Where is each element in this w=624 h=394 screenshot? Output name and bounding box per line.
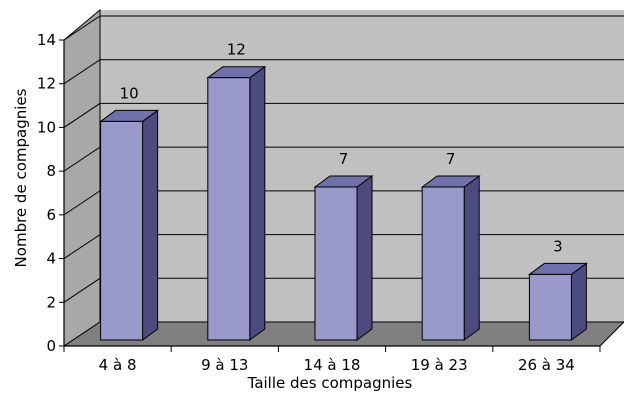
bar-front [100, 120, 144, 341]
y-tick-label: 0 [46, 337, 56, 355]
bar-side [356, 175, 373, 341]
y-tick-label: 12 [37, 75, 56, 93]
bar-value-label: 7 [339, 150, 349, 168]
bar-value-label: 10 [120, 84, 139, 102]
gridline [63, 102, 624, 128]
gridline [63, 15, 624, 41]
bar-value-label: 3 [553, 237, 563, 255]
y-axis-ticks: 0 2 4 6 8 10 12 14 [37, 31, 64, 355]
x-tick-label: 26 à 34 [518, 356, 575, 374]
gridline [63, 146, 624, 172]
y-tick-label: 8 [46, 162, 56, 180]
bar: 10 [99, 84, 160, 341]
gridline [63, 59, 624, 85]
bar-side [570, 262, 587, 341]
bar: 7 [420, 150, 481, 341]
bar-front [421, 186, 465, 341]
bar-side [249, 65, 266, 341]
x-axis-ticks: 4 à 8 9 à 13 14 à 18 19 à 23 26 à 34 [63, 346, 601, 374]
x-tick-label: 14 à 18 [304, 356, 361, 374]
bar: 12 [206, 41, 267, 341]
y-tick-label: 10 [37, 118, 56, 136]
bar-front [314, 186, 358, 341]
y-tick-label: 6 [46, 206, 56, 224]
bar-side [142, 109, 159, 341]
x-tick-label: 4 à 8 [99, 356, 137, 374]
bar-front [528, 273, 572, 341]
bar: 7 [313, 150, 374, 341]
x-axis-title: Taille des compagnies [247, 374, 413, 392]
gridlines [63, 15, 624, 303]
y-tick-label: 4 [46, 250, 56, 268]
y-tick-label: 14 [37, 31, 56, 49]
y-axis-title: Nombre de compagnies [12, 88, 30, 267]
bar-side [463, 175, 480, 341]
bars: 10 12 7 7 3 [99, 41, 588, 341]
chart-side-wall [63, 8, 101, 347]
y-tick-label: 2 [46, 293, 56, 311]
bar-front [207, 77, 251, 341]
bar: 3 [527, 237, 588, 341]
bar-value-label: 12 [227, 41, 246, 59]
bar-value-label: 7 [446, 150, 456, 168]
x-tick-label: 9 à 13 [201, 356, 248, 374]
x-tick-label: 19 à 23 [411, 356, 468, 374]
